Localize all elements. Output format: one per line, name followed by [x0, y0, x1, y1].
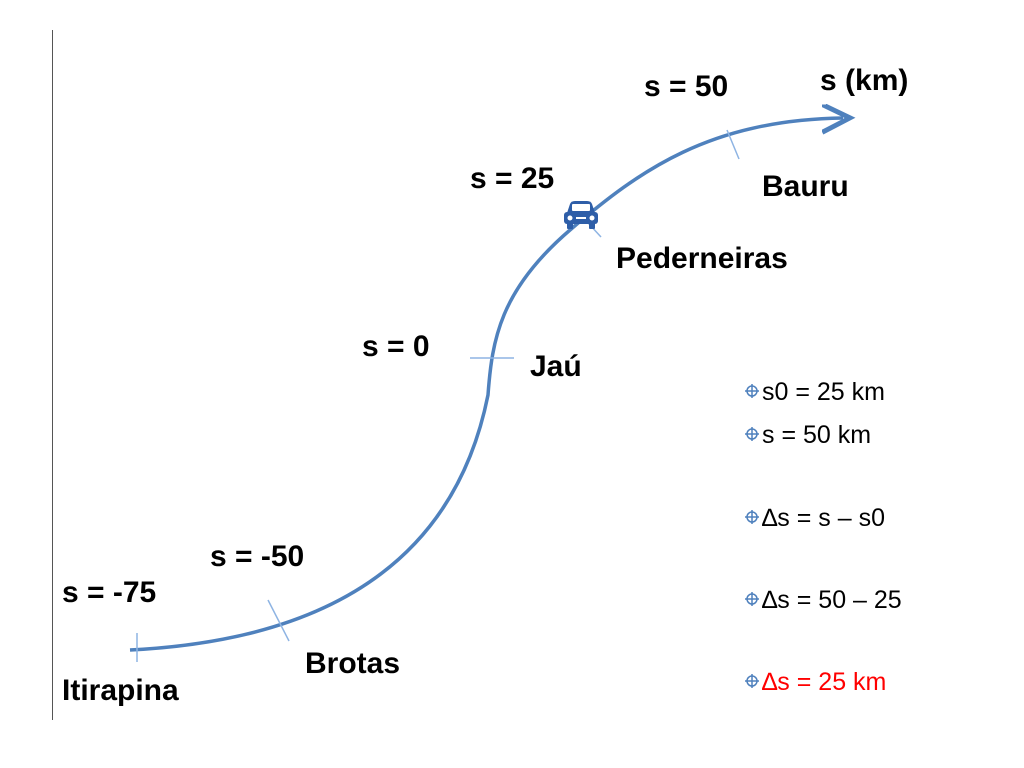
city-label-pederneiras: Pederneiras — [616, 242, 788, 275]
calculation-item: ∆s = 50 – 25 — [745, 588, 902, 613]
marker-label-bauru-position: s = 50 — [644, 70, 729, 103]
axis-label: s (km) — [820, 64, 909, 97]
marker-label-jau-position: s = 0 — [362, 330, 430, 363]
calculation-item: s = 50 km — [745, 423, 871, 448]
city-label-bauru: Bauru — [762, 170, 849, 203]
car-icon — [564, 201, 598, 229]
marker-label-itirapina-position: s = -75 — [62, 576, 157, 609]
slide-edge-line — [52, 30, 53, 720]
calculation-text: s = 50 km — [762, 421, 872, 449]
city-label-jau: Jaú — [530, 350, 582, 383]
calculation-result-text: ∆s = 25 km — [762, 668, 887, 696]
crosshair-bullet-icon — [745, 427, 759, 441]
calculation-result-item: ∆s = 25 km — [745, 670, 886, 695]
calculation-item: ∆s = s – s0 — [745, 506, 885, 531]
city-label-brotas: Brotas — [305, 647, 401, 680]
marker-label-pederneiras-position: s = 25 — [470, 162, 555, 195]
tick-brotas — [267, 599, 290, 642]
crosshair-bullet-icon — [745, 384, 759, 398]
marker-label-brotas-position: s = -50 — [210, 540, 305, 573]
crosshair-bullet-icon — [745, 592, 759, 606]
crosshair-bullet-icon — [745, 510, 759, 524]
calculation-text: ∆s = s – s0 — [762, 504, 885, 532]
road-curve — [129, 118, 843, 652]
calculation-text: s0 = 25 km — [762, 378, 885, 406]
crosshair-bullet-icon — [745, 674, 759, 688]
calculation-text: ∆s = 50 – 25 — [762, 586, 902, 614]
calculation-item: s0 = 25 km — [745, 380, 885, 405]
tick-bauru — [726, 129, 740, 160]
city-label-itirapina: Itirapina — [62, 674, 179, 707]
